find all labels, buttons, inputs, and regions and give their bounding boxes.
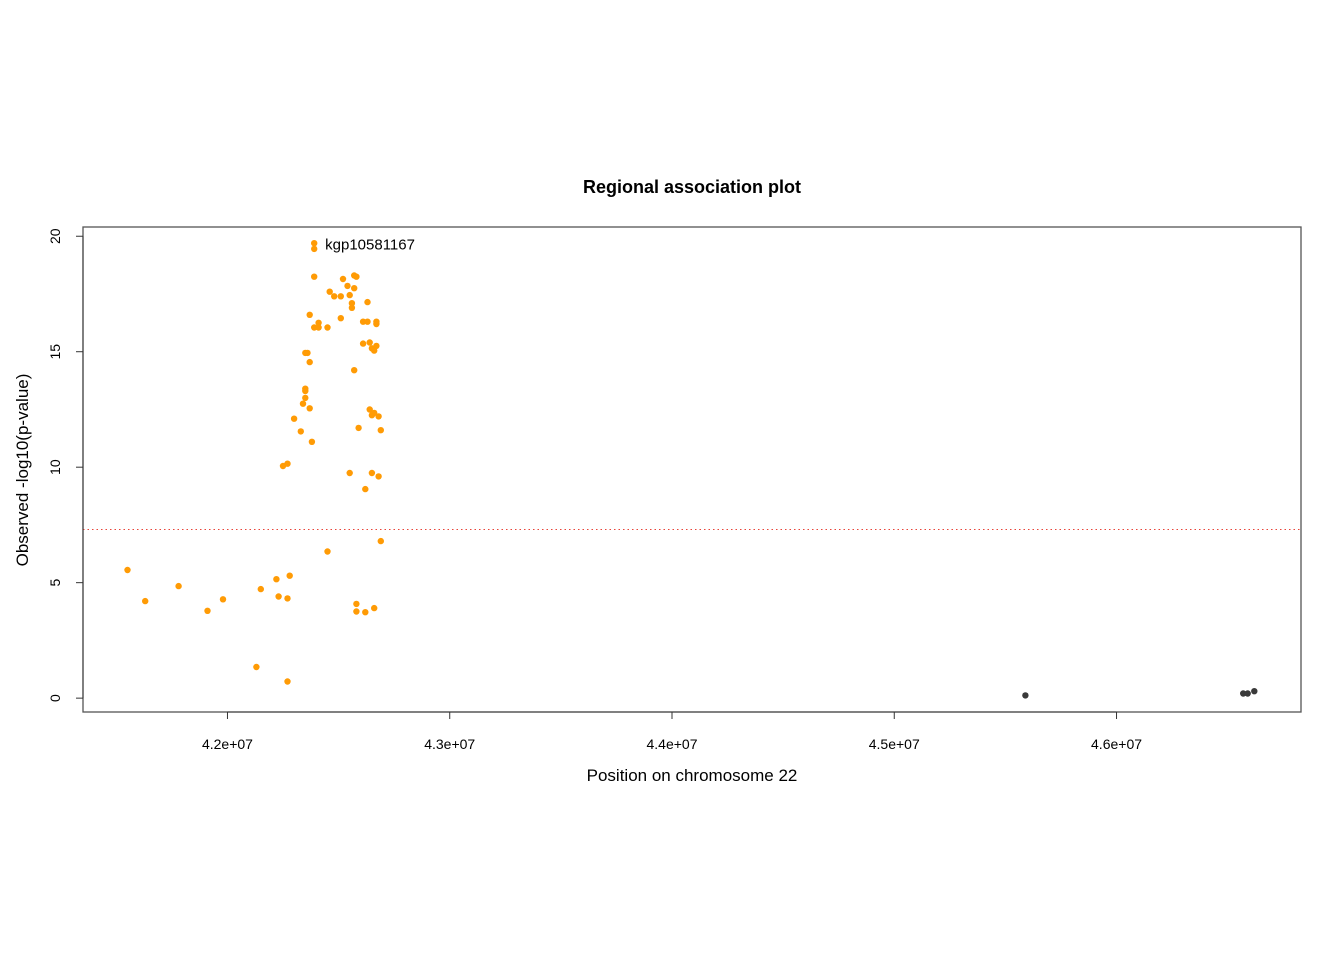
snp-point [375,413,382,420]
plot-frame [82,226,1302,713]
x-tick-label: 4.2e+07 [202,736,253,752]
snp-point [364,298,371,306]
snp-point [371,409,378,417]
snp-point [346,469,353,477]
snp-point [315,319,322,326]
snp-point [302,385,309,392]
snp-point [339,275,347,283]
snp-point [273,576,280,583]
snp-point [306,358,313,366]
y-tick-label: 0 [47,694,63,702]
snp-point [290,415,298,422]
snp-point [311,245,318,253]
snp-point [348,304,356,311]
snp-point [315,324,322,331]
snp-point [331,293,338,300]
snp-point [359,318,367,325]
snp-point [275,593,282,600]
x-tick-label: 4.6e+07 [1091,736,1142,752]
snp-point [353,608,360,615]
y-tick-label: 10 [47,459,63,475]
y-axis: 0 5 10 15 20 [47,228,84,702]
snp-point [371,604,378,612]
snp-point [366,406,373,413]
snp-point [368,469,376,477]
snp-point [304,349,311,357]
snp-point [175,582,182,590]
snp-point [284,460,291,467]
snp-point [253,663,260,671]
snp-point [297,428,304,435]
snp-point [286,572,293,579]
snp-point [359,340,367,347]
snp-point [373,318,380,325]
snp-point [346,291,353,299]
snp-point [306,405,313,412]
snp-point [219,596,227,603]
snp-point [377,537,384,545]
snp-point [353,273,360,280]
snp-point [284,595,291,602]
y-tick-label: 15 [47,344,63,360]
snp-point [351,285,358,292]
snp-point [375,473,382,480]
snp-point [306,311,313,318]
snp-point [257,585,264,593]
snp-point [308,438,316,445]
annotation-layer: kgp10581167 [325,236,415,253]
snp-point [142,597,149,605]
snp-point [311,324,318,331]
snp-point [284,678,291,685]
x-axis-label: Position on chromosome 22 [587,766,798,785]
snp-point [353,600,360,608]
snp-point [302,394,309,402]
snp-point [311,273,318,280]
x-tick-label: 4.4e+07 [646,736,697,752]
chart-title: Regional association plot [583,177,801,197]
snp-point [355,424,362,432]
snp-point [348,300,356,307]
x-tick-label: 4.5e+07 [869,736,920,752]
x-axis: 4.2e+07 4.3e+07 4.4e+07 4.5e+07 4.6e+07 [202,711,1142,752]
top-snp-label: kgp10581167 [325,236,415,253]
snp-point [299,400,307,407]
snp-point [344,282,351,290]
snp-point [373,342,380,350]
x-tick-label: 4.3e+07 [424,736,475,752]
snp-point [311,240,318,247]
snp-point [351,367,358,374]
data-points-layer [124,240,1258,699]
snp-point [124,566,131,574]
snp-point [362,485,369,493]
snp-point [366,339,373,346]
snp-point [362,609,369,616]
y-axis-label: Observed -log10(p-value) [13,374,32,567]
snp-point [1251,688,1258,695]
snp-point [1244,690,1251,697]
snp-point [377,427,384,434]
y-tick-label: 20 [47,228,63,244]
snp-point [324,548,331,555]
snp-point [1022,692,1029,699]
snp-point [326,288,333,295]
snp-point [337,293,344,300]
snp-point [364,318,371,325]
snp-point [337,315,344,322]
snp-point [1240,690,1247,697]
snp-point [324,324,331,331]
y-tick-label: 5 [47,579,63,587]
snp-point [204,607,211,614]
